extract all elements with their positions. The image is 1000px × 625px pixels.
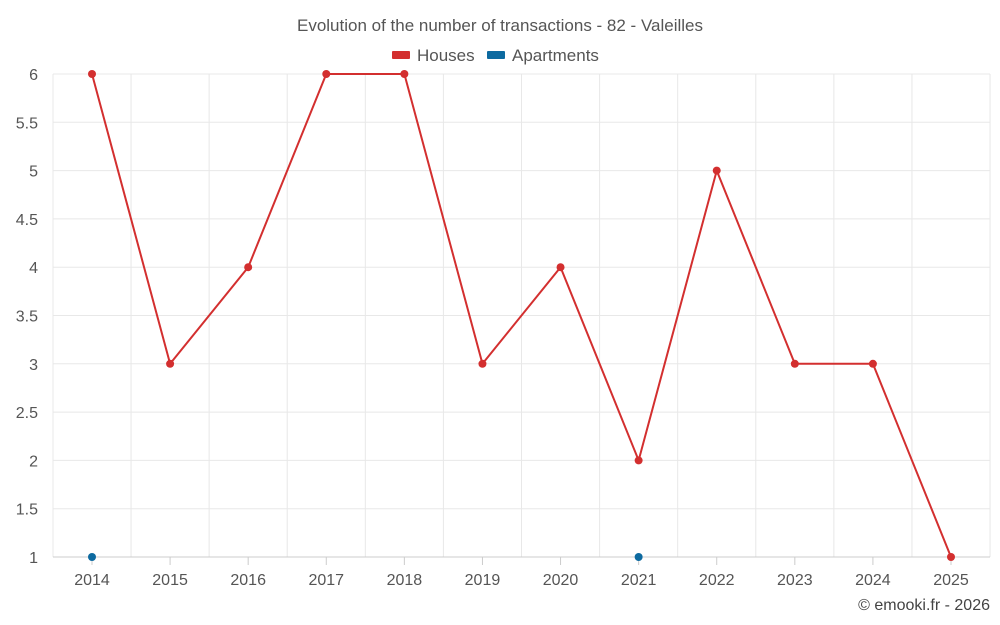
x-tick-label: 2016 — [230, 572, 266, 589]
x-tick-label: 2021 — [621, 572, 657, 589]
y-tick-label: 4.5 — [16, 212, 38, 229]
y-tick-label: 1.5 — [16, 502, 38, 519]
legend: Houses Apartments — [392, 46, 599, 65]
legend-label-houses[interactable]: Houses — [417, 46, 475, 65]
y-tick-label: 2.5 — [16, 405, 38, 422]
x-tick-label: 2020 — [543, 572, 579, 589]
data-point-apartments-2021 — [634, 553, 643, 561]
legend-swatch-houses — [392, 51, 410, 59]
y-tick-label: 4 — [29, 260, 38, 277]
x-tick-label: 2019 — [465, 572, 501, 589]
y-tick-label: 6 — [29, 67, 38, 84]
data-point-houses-2014 — [88, 70, 96, 78]
x-tick-label: 2022 — [699, 572, 735, 589]
series-layer — [88, 70, 955, 561]
data-point-houses-2022 — [712, 166, 721, 175]
y-tick-label: 1 — [29, 550, 38, 567]
legend-label-apartments[interactable]: Apartments — [512, 46, 599, 65]
data-point-houses-2016 — [244, 263, 253, 272]
y-tick-label: 5 — [29, 164, 38, 181]
y-tick-label: 2 — [29, 453, 38, 470]
x-tick-label: 2023 — [777, 572, 813, 589]
data-point-houses-2015 — [166, 359, 175, 368]
data-point-houses-2024 — [868, 359, 877, 368]
y-tick-label: 3 — [29, 357, 38, 374]
x-tick-label: 2015 — [152, 572, 188, 589]
legend-swatch-apartments — [487, 51, 505, 59]
y-tick-label: 3.5 — [16, 309, 38, 326]
x-tick-label: 2014 — [74, 572, 110, 589]
data-point-houses-2017 — [322, 70, 331, 78]
series-houses — [88, 70, 955, 561]
y-tick-label: 5.5 — [16, 115, 38, 132]
x-tick-label: 2024 — [855, 572, 891, 589]
x-tick-label: 2017 — [308, 572, 344, 589]
chart-title: Evolution of the number of transactions … — [297, 16, 703, 35]
data-point-apartments-2014 — [88, 553, 96, 561]
x-tick-label: 2025 — [933, 572, 969, 589]
data-point-houses-2021 — [634, 456, 643, 465]
y-axis: 1 1.5 2 2.5 3 3.5 4 4.5 5 5.5 6 — [16, 67, 38, 567]
data-point-houses-2018 — [400, 70, 409, 78]
credit: © emooki.fr - 2026 — [858, 597, 990, 614]
data-point-houses-2019 — [478, 359, 487, 368]
data-point-houses-2025 — [947, 553, 955, 561]
x-axis: 2014 2015 2016 2017 2018 2019 2020 2021 2022 2023… — [53, 556, 990, 589]
series-line-houses — [91, 73, 952, 558]
series-apartments — [88, 553, 643, 561]
data-point-houses-2020 — [556, 263, 565, 272]
x-tick-label: 2018 — [387, 572, 423, 589]
data-point-houses-2023 — [790, 359, 799, 368]
